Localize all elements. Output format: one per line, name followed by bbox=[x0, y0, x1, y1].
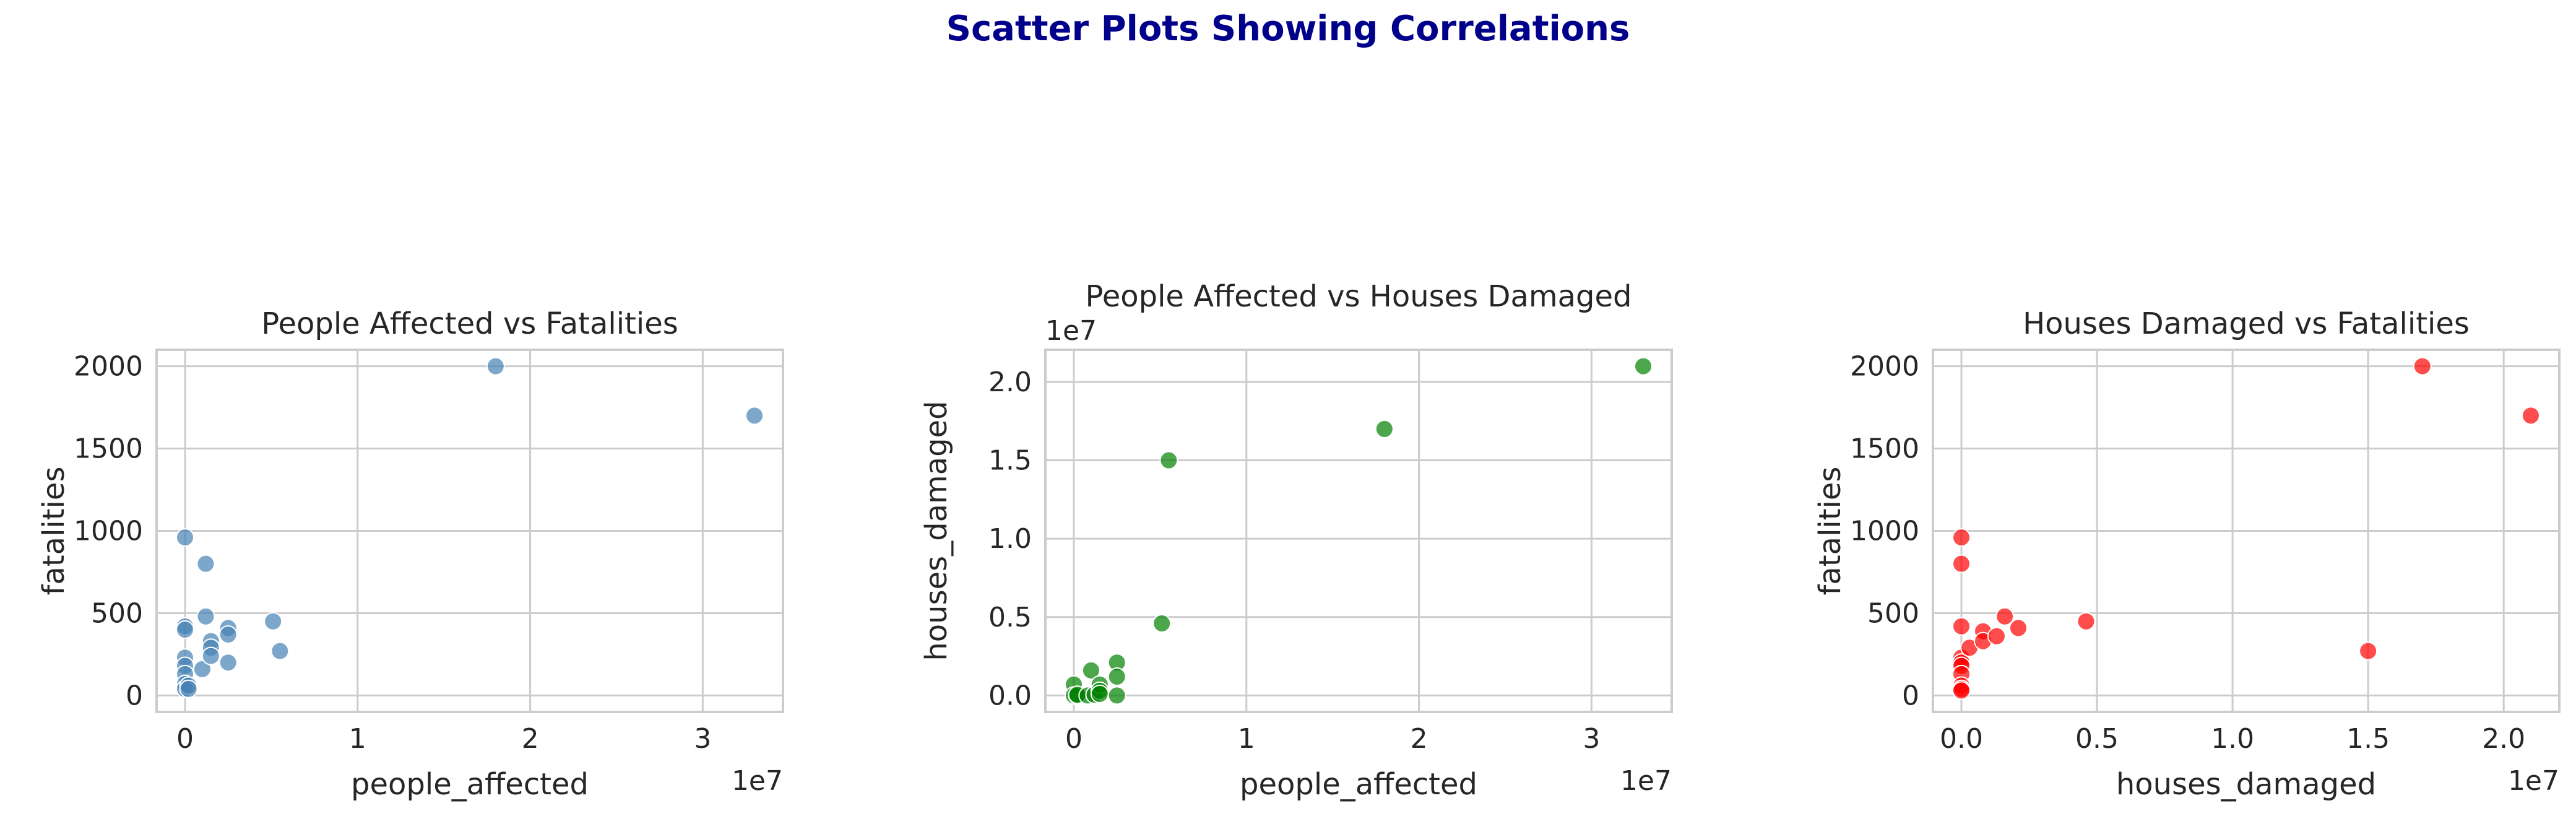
chart-2-x-tick-label: 2 bbox=[1411, 723, 1428, 755]
chart-1-point bbox=[176, 528, 194, 547]
chart-2-x-offset-text: 1e7 bbox=[1620, 765, 1672, 797]
chart-3-y-tick-label: 2000 bbox=[1850, 351, 1919, 383]
chart-1-y-tick-label: 0 bbox=[126, 680, 143, 711]
chart-1-y-tick-label: 2000 bbox=[74, 351, 143, 383]
chart-3-x-tick-label: 2.0 bbox=[2482, 723, 2525, 755]
chart-3-y-axis-label: fatalities bbox=[1813, 467, 1848, 596]
chart-2-point bbox=[1634, 357, 1653, 376]
chart-3-y-tick-label: 1500 bbox=[1850, 433, 1919, 465]
chart-3-x-tick-label: 0.5 bbox=[2075, 723, 2119, 755]
chart-1-x-offset-text: 1e7 bbox=[732, 765, 783, 797]
chart-3-x-offset-text: 1e7 bbox=[2508, 765, 2559, 797]
chart-3-x-axis-label: houses_damaged bbox=[2116, 767, 2376, 802]
chart-3-x-tick-label: 0.0 bbox=[1940, 723, 1983, 755]
chart-1-point bbox=[218, 653, 238, 672]
chart-1-point bbox=[176, 620, 194, 640]
chart-3-y-tick-label: 0 bbox=[1902, 680, 1919, 711]
chart-1-point bbox=[745, 406, 764, 425]
chart-3-point bbox=[1952, 617, 1971, 636]
chart-2-x-axis-label: people_affected bbox=[1240, 767, 1477, 802]
chart-3-point bbox=[2077, 612, 2096, 631]
chart-2-point bbox=[1090, 684, 1109, 703]
chart-3-x-tick-label: 1.0 bbox=[2211, 723, 2254, 755]
chart-2-x-tick-label: 1 bbox=[1238, 723, 1255, 755]
chart-2-y-tick-label: 0.0 bbox=[988, 680, 1032, 711]
chart-1-frame bbox=[155, 349, 784, 713]
chart-2-y-tick-label: 1.5 bbox=[988, 445, 1032, 477]
chart-3-point bbox=[1952, 681, 1971, 700]
chart-3-point bbox=[1987, 627, 2006, 646]
chart-1-title: People Affected vs Fatalities bbox=[261, 306, 678, 341]
chart-2-x-tick-label: 0 bbox=[1065, 723, 1083, 755]
chart-1-y-axis-label: fatalities bbox=[37, 467, 71, 596]
chart-2-title: People Affected vs Houses Damaged bbox=[1085, 279, 1632, 314]
chart-1-point bbox=[486, 357, 505, 376]
chart-1-y-tick-label: 1500 bbox=[74, 433, 143, 465]
chart-1-point bbox=[270, 641, 290, 661]
chart-3-title: Houses Damaged vs Fatalities bbox=[2023, 306, 2470, 341]
chart-1-point bbox=[196, 607, 215, 626]
chart-2-frame bbox=[1044, 349, 1673, 713]
chart-2-y-axis-label: houses_damaged bbox=[919, 401, 954, 661]
chart-2-x-tick-label: 3 bbox=[1583, 723, 1600, 755]
chart-3-point bbox=[1952, 554, 1971, 573]
chart-3-point bbox=[2522, 406, 2540, 425]
chart-3-y-tick-label: 1000 bbox=[1850, 516, 1919, 547]
chart-3-point bbox=[2359, 641, 2378, 661]
chart-1-point bbox=[218, 625, 238, 644]
chart-3-x-tick-label: 1.5 bbox=[2346, 723, 2390, 755]
chart-1-y-tick-label: 500 bbox=[91, 597, 143, 629]
chart-1-point bbox=[179, 679, 198, 698]
chart-2-y-offset-text: 1e7 bbox=[1045, 315, 1097, 347]
chart-1-point bbox=[201, 646, 220, 666]
chart-1-point bbox=[192, 659, 212, 679]
chart-1-point bbox=[264, 612, 283, 631]
chart-2-y-tick-label: 2.0 bbox=[988, 366, 1032, 398]
chart-3-point bbox=[2413, 357, 2432, 376]
chart-2-y-tick-label: 0.5 bbox=[988, 602, 1032, 633]
chart-1-x-tick-label: 2 bbox=[522, 723, 539, 755]
chart-1-x-tick-label: 1 bbox=[349, 723, 366, 755]
chart-1-x-tick-label: 0 bbox=[176, 723, 194, 755]
chart-2-y-tick-label: 1.0 bbox=[988, 523, 1032, 555]
chart-2-point bbox=[1107, 667, 1126, 687]
chart-1-x-tick-label: 3 bbox=[694, 723, 711, 755]
chart-2-point bbox=[1081, 661, 1100, 680]
figure-title: Scatter Plots Showing Correlations bbox=[946, 9, 1630, 49]
chart-2-point bbox=[1152, 614, 1172, 633]
chart-1-x-axis-label: people_affected bbox=[351, 767, 589, 802]
chart-3-frame bbox=[1932, 349, 2561, 713]
chart-3-point bbox=[1952, 528, 1971, 547]
chart-2-point bbox=[1375, 419, 1394, 438]
chart-3-y-tick-label: 500 bbox=[1867, 597, 1919, 629]
chart-3-point bbox=[1995, 607, 2015, 626]
chart-2-point bbox=[1107, 686, 1126, 705]
chart-2-point bbox=[1159, 451, 1178, 470]
chart-3-point bbox=[2009, 618, 2028, 638]
chart-1-point bbox=[196, 554, 215, 573]
chart-1-y-tick-label: 1000 bbox=[74, 516, 143, 547]
